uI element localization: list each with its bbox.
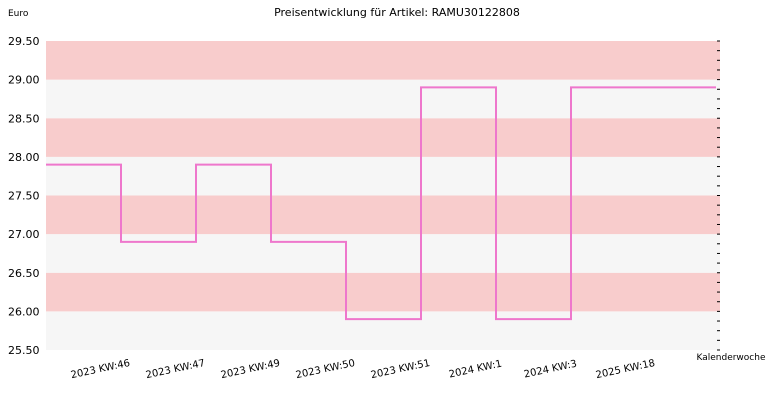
x-tick-label: 2025 KW:18 — [595, 358, 656, 381]
x-tick-label: 2023 KW:51 — [370, 358, 431, 381]
y-tick-label: 28.00 — [8, 151, 40, 164]
band — [46, 195, 720, 235]
y-tick-label: 26.00 — [8, 305, 40, 318]
x-tick-label: 2023 KW:47 — [145, 358, 206, 381]
y-tick-label: 29.00 — [8, 74, 40, 87]
y-axis-label: Euro — [8, 9, 29, 19]
y-tick-label: 25.50 — [8, 344, 40, 357]
x-tick-label: 2024 KW:3 — [523, 359, 578, 381]
band — [46, 79, 720, 119]
x-axis-label: Kalenderwoche — [696, 353, 765, 363]
band — [46, 41, 720, 80]
y-axis-tick-labels: 25.50 26.00 26.50 27.00 27.50 28.00 28.50 29.00… — [8, 35, 40, 357]
x-tick-label: 2023 KW:49 — [220, 358, 281, 381]
background-bands — [46, 41, 720, 350]
band — [46, 156, 720, 196]
y-tick-label: 27.50 — [8, 190, 40, 203]
x-tick-label: 2023 KW:46 — [70, 358, 131, 381]
band — [46, 234, 720, 273]
band — [46, 272, 720, 312]
band — [46, 118, 720, 157]
y-tick-label: 28.50 — [8, 112, 40, 125]
price-series-line — [46, 86, 716, 321]
y-tick-label: 29.50 — [8, 35, 40, 48]
x-tick-label: 2023 KW:50 — [295, 358, 356, 381]
y-axis-ticks — [717, 40, 720, 351]
y-tick-label: 27.00 — [8, 228, 40, 241]
band — [46, 311, 720, 350]
x-axis-tick-labels: 2023 KW:46 2023 KW:47 2023 KW:49 2023 KW:50… — [70, 358, 656, 381]
chart-title: Preisentwicklung für Artikel: RAMU301228… — [274, 6, 520, 19]
y-tick-label: 26.50 — [8, 267, 40, 280]
x-tick-label: 2024 KW:1 — [448, 359, 503, 381]
